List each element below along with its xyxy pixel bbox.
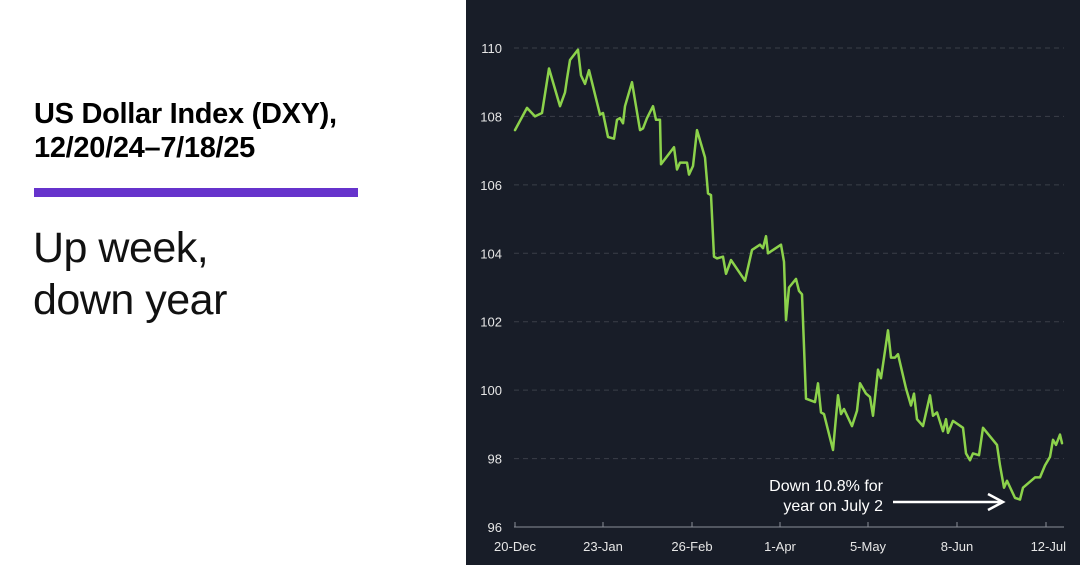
y-tick-label: 106 (480, 178, 502, 193)
gridlines (514, 47, 1064, 460)
y-tick-label: 108 (480, 109, 502, 124)
y-axis-labels: 96 98 100 102 104 106 108 110 (480, 41, 502, 535)
x-tick-label: 12-Jul (1031, 539, 1067, 554)
chart-title: US Dollar Index (DXY), 12/20/24–7/18/25 (34, 97, 337, 165)
subtitle-line-1: Up week, (33, 224, 209, 272)
accent-divider (34, 188, 358, 197)
x-tick-label: 26-Feb (671, 539, 712, 554)
annotation-line-2: year on July 2 (783, 498, 883, 515)
x-tick-label: 20-Dec (494, 539, 536, 554)
x-axis-labels: 20-Dec 23-Jan 26-Feb 1-Apr 5-May 8-Jun 12-Jul (494, 522, 1066, 554)
annotation: Down 10.8% for year on July 2 (769, 478, 1006, 515)
line-chart: 96 98 100 102 104 106 108 110 20-Dec 23-Jan 26-Fe… (480, 41, 1066, 554)
x-tick-label: 8-Jun (941, 539, 974, 554)
chart-subtitle: Up week, down year (33, 222, 227, 326)
y-tick-label: 96 (488, 520, 502, 535)
x-tick-label: 23-Jan (583, 539, 623, 554)
arrow-right-icon (987, 492, 1006, 512)
title-line-1: US Dollar Index (DXY), (34, 98, 337, 130)
chart-panel: 96 98 100 102 104 106 108 110 20-Dec 23-Jan 26-Fe… (466, 0, 1080, 565)
y-tick-label: 102 (480, 315, 502, 330)
x-tick-label: 5-May (850, 539, 887, 554)
dxy-line (513, 48, 1064, 501)
y-tick-label: 98 (488, 452, 502, 467)
y-tick-label: 104 (480, 246, 502, 261)
headline-panel: US Dollar Index (DXY), 12/20/24–7/18/25 … (0, 0, 466, 565)
subtitle-line-2: down year (33, 276, 227, 324)
annotation-line-1: Down 10.8% for (769, 478, 884, 495)
title-line-2: 12/20/24–7/18/25 (34, 132, 255, 164)
x-tick-label: 1-Apr (764, 539, 796, 554)
y-tick-label: 110 (481, 41, 502, 56)
y-tick-label: 100 (480, 383, 502, 398)
